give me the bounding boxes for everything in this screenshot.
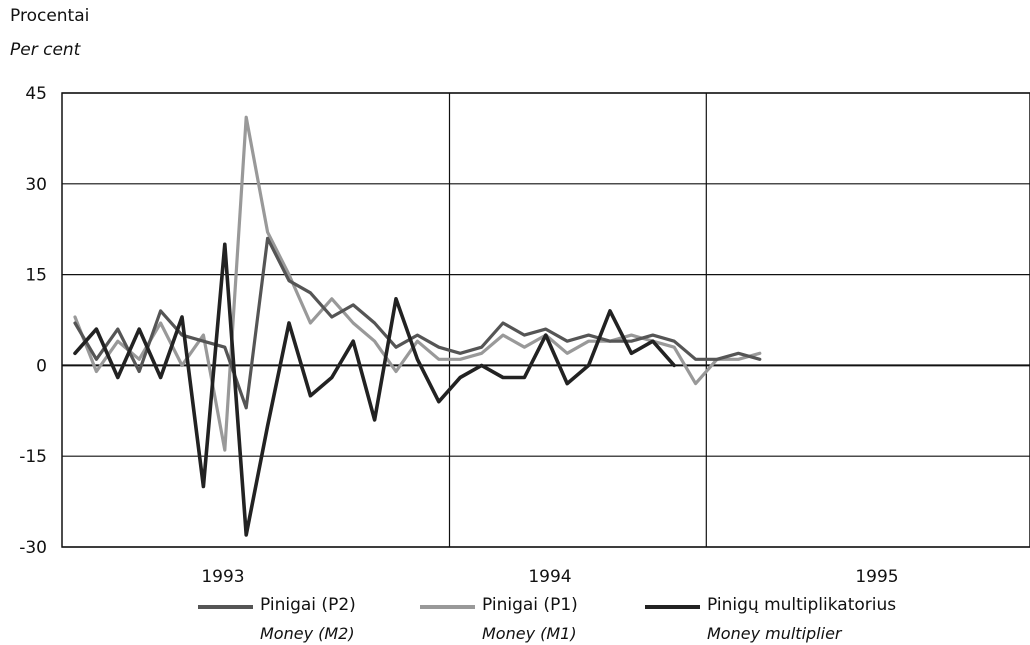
y-axis-label-lithuanian: Procentai <box>10 6 90 26</box>
legend-swatch-multiplier <box>645 605 700 609</box>
legend-swatch-m1 <box>420 605 475 609</box>
legend-label-m1-en: Money (M1) <box>482 624 577 643</box>
legend-label-multiplier-en: Money multiplier <box>707 624 842 643</box>
y-tick-label: -30 <box>19 538 47 558</box>
y-tick-label: 15 <box>25 266 47 286</box>
line-chart: 45 30 15 0 -15 -30 1993 1994 1995 <box>19 84 1030 587</box>
series-line-0 <box>73 236 762 410</box>
x-tick-label: 1995 <box>855 567 898 587</box>
series-line-1 <box>73 115 762 452</box>
legend-label-m2: Pinigai (P2) <box>260 595 356 615</box>
series-line-2 <box>73 242 676 537</box>
legend-swatch-m2 <box>198 605 253 609</box>
legend-label-multiplier: Pinigų multiplikatorius <box>707 595 897 615</box>
legend-label-m2-en: Money (M2) <box>260 624 355 643</box>
plot-frame <box>61 92 1030 548</box>
y-axis-label-english: Per cent <box>10 40 81 60</box>
y-tick-label: -15 <box>19 447 47 467</box>
y-tick-label: 45 <box>25 84 47 104</box>
y-tick-label: 0 <box>36 356 47 376</box>
y-tick-label: 30 <box>25 175 47 195</box>
x-tick-label: 1993 <box>201 567 244 587</box>
legend-label-m1: Pinigai (P1) <box>482 595 578 615</box>
x-tick-label: 1994 <box>528 567 571 587</box>
